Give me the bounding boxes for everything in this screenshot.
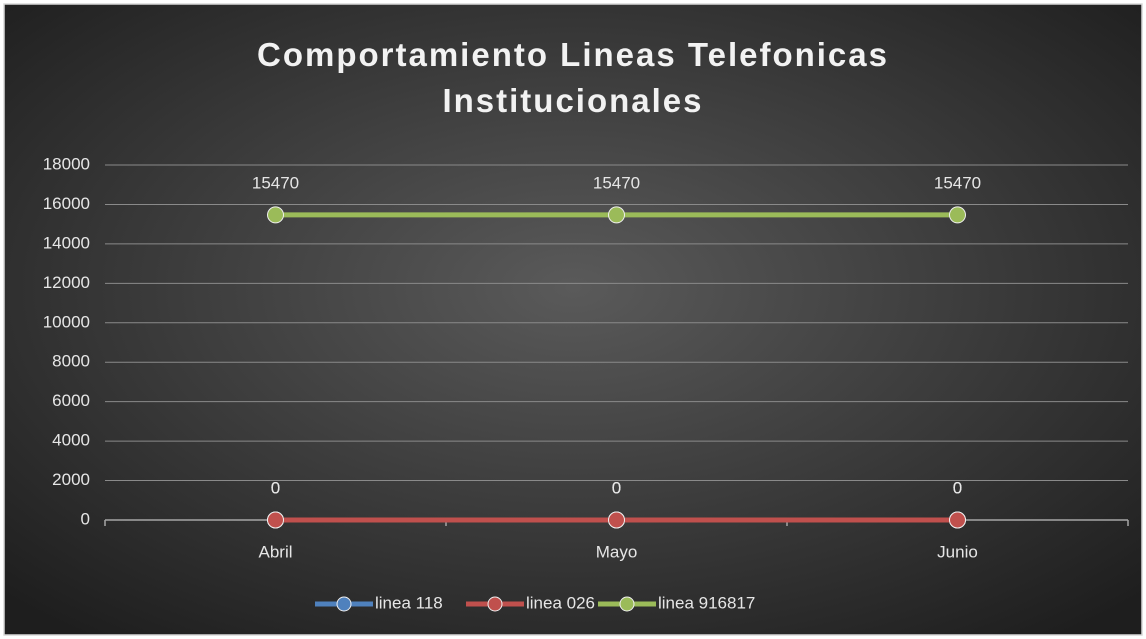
data-point bbox=[608, 511, 625, 529]
data-point bbox=[949, 206, 966, 224]
data-label: 0 bbox=[271, 478, 280, 497]
y-tick-label: 14000 bbox=[43, 233, 90, 252]
data-label: 0 bbox=[612, 478, 621, 497]
legend-marker bbox=[487, 596, 503, 612]
data-point bbox=[608, 206, 625, 224]
data-point bbox=[267, 511, 284, 529]
y-tick-label: 18000 bbox=[43, 154, 90, 173]
data-label: 0 bbox=[953, 478, 962, 497]
data-label: 0 bbox=[953, 478, 962, 497]
data-label: 0 bbox=[612, 478, 621, 497]
y-tick-label: 8000 bbox=[52, 352, 90, 371]
x-tick-label: Mayo bbox=[596, 542, 638, 561]
data-label: 0 bbox=[271, 478, 280, 497]
x-tick-label: Junio bbox=[937, 542, 978, 561]
y-tick-label: 10000 bbox=[43, 312, 90, 331]
y-tick-label: 4000 bbox=[52, 431, 90, 450]
y-tick-label: 0 bbox=[81, 509, 90, 528]
data-label: 15470 bbox=[934, 173, 981, 192]
y-tick-label: 16000 bbox=[43, 194, 90, 213]
chart-background bbox=[3, 3, 1143, 636]
y-tick-label: 2000 bbox=[52, 470, 90, 489]
legend-marker bbox=[336, 596, 352, 612]
data-label: 15470 bbox=[593, 173, 640, 192]
chart-title: Comportamiento Lineas Telefonicas Instit… bbox=[257, 36, 889, 119]
legend-marker bbox=[619, 596, 635, 612]
y-tick-label: 12000 bbox=[43, 273, 90, 292]
data-label: 15470 bbox=[252, 173, 299, 192]
legend-label: linea 118 bbox=[375, 593, 443, 612]
legend-label: linea 026 bbox=[526, 593, 595, 612]
legend-label: linea 916817 bbox=[658, 593, 755, 612]
data-point bbox=[267, 206, 284, 224]
y-tick-label: 6000 bbox=[52, 391, 90, 410]
data-point bbox=[949, 511, 966, 529]
x-tick-label: Abril bbox=[258, 542, 292, 561]
